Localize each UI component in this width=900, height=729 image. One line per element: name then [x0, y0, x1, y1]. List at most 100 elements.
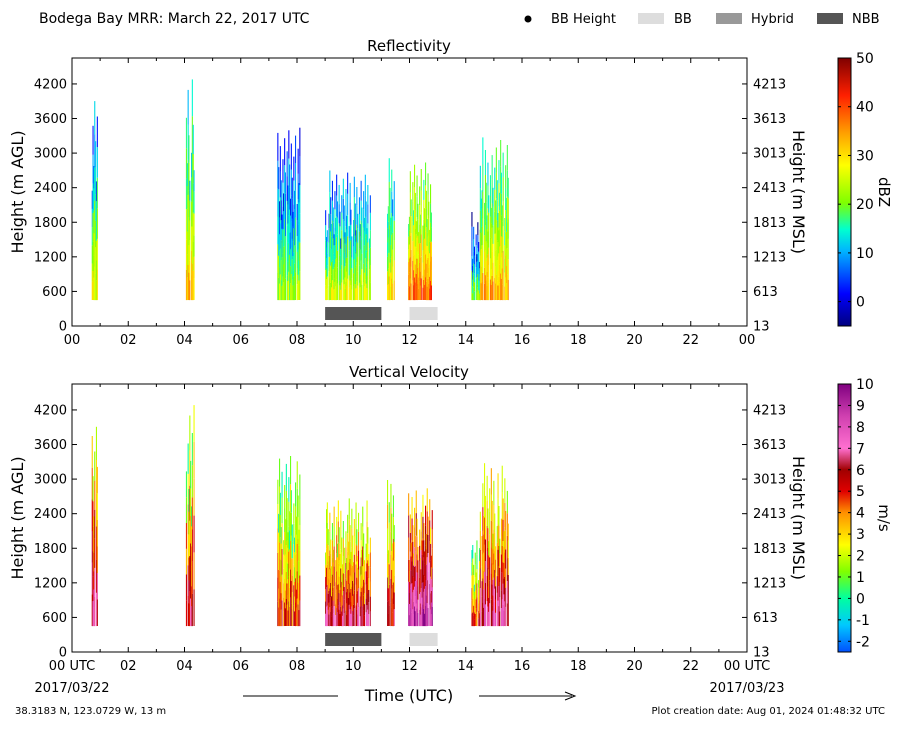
echo-cell [334, 245, 336, 264]
echo-cell [409, 235, 411, 258]
echo-cell [388, 158, 390, 182]
echo-cell [351, 508, 353, 529]
echo-cell [361, 549, 363, 563]
echo-cell [392, 571, 394, 585]
echo-cell [191, 465, 193, 498]
echo-cell [418, 266, 420, 278]
echo-cell [355, 276, 357, 289]
echo-cell [408, 286, 410, 301]
echo-cell [284, 257, 286, 279]
echo-cell [492, 187, 494, 207]
echo-cell [294, 227, 296, 246]
echo-cell [410, 570, 412, 585]
echo-cell [486, 601, 488, 627]
echo-cell [423, 557, 425, 575]
echo-cell [490, 238, 492, 254]
echo-cell [193, 191, 195, 214]
echo-cell [416, 572, 418, 591]
x-tick-label: 12 [401, 333, 418, 348]
echo-cell [290, 249, 292, 267]
echo-cell [499, 264, 501, 283]
echo-cell [387, 577, 389, 602]
echo-cell [484, 571, 486, 599]
echo-cell [340, 568, 342, 588]
echo-cell [486, 525, 488, 551]
echo-cell [341, 195, 343, 213]
echo-cell [501, 465, 503, 493]
echo-cell [342, 591, 344, 609]
echo-cell [506, 490, 508, 514]
x-tick-label: 22 [682, 659, 699, 674]
echo-cell [341, 552, 343, 567]
echo-cell [491, 521, 493, 543]
echo-cell [429, 541, 431, 563]
echo-cell [414, 527, 416, 548]
echo-cell [296, 252, 298, 268]
echo-cell [360, 280, 362, 301]
echo-cell [427, 607, 429, 626]
echo-cell [353, 583, 355, 595]
echo-cell [422, 538, 424, 561]
echo-cell [507, 279, 509, 301]
echo-cell [408, 515, 410, 538]
echo-cell [282, 229, 284, 254]
echo-cell [353, 594, 355, 605]
echo-cell [479, 561, 481, 575]
echo-cell [347, 597, 349, 612]
echo-cell [281, 214, 283, 229]
echo-cell [279, 458, 281, 487]
echo-cell [328, 213, 330, 229]
echo-cell [95, 526, 97, 560]
echo-cell [295, 482, 297, 507]
echo-cell [95, 220, 97, 248]
echo-cell [280, 280, 282, 301]
echo-cell [350, 564, 352, 577]
echo-cell [339, 566, 341, 578]
echo-cell [485, 182, 487, 203]
echo-cell [427, 553, 429, 572]
echo-cell [353, 562, 355, 573]
echo-cell [495, 249, 497, 275]
echo-cell [299, 127, 301, 157]
echo-cell [332, 238, 334, 254]
echo-cell [495, 599, 497, 613]
echo-cell [287, 281, 289, 301]
echo-cell [499, 611, 501, 627]
echo-cell [331, 586, 333, 597]
x-tick-label: 18 [570, 333, 587, 348]
colorbar-tick-label: 20 [856, 197, 874, 213]
echo-cell [95, 181, 97, 202]
echo-cell [343, 237, 345, 253]
echo-cell [358, 265, 360, 283]
echo-cell [410, 216, 412, 233]
echo-cell [291, 198, 293, 219]
echo-cell [348, 498, 350, 520]
echo-cell [392, 543, 394, 558]
echo-cell [408, 262, 410, 275]
echo-cell [94, 538, 96, 568]
echo-cell [473, 273, 475, 283]
echo-cell [408, 274, 410, 288]
x-tick-label: 16 [514, 659, 531, 674]
echo-cell [416, 196, 418, 218]
echo-cell [293, 228, 295, 253]
echo-cell [279, 492, 281, 515]
echo-cell [408, 287, 410, 301]
echo-cell [346, 286, 348, 300]
echo-cell [507, 591, 509, 609]
echo-cell [358, 569, 360, 589]
echo-cell [347, 193, 349, 215]
echo-cell [189, 415, 191, 451]
echo-cell [422, 225, 424, 238]
echo-cell [412, 260, 414, 281]
echo-cell [347, 533, 349, 552]
echo-cell [332, 207, 334, 223]
x-tick-label: 14 [457, 659, 474, 674]
echo-cell [280, 260, 282, 281]
echo-cell [298, 241, 300, 261]
echo-cell [391, 169, 393, 192]
echo-cell [294, 537, 296, 553]
echo-cell [347, 569, 349, 584]
y-tick-label-right: 1813 [753, 542, 786, 557]
echo-cell [329, 607, 331, 627]
